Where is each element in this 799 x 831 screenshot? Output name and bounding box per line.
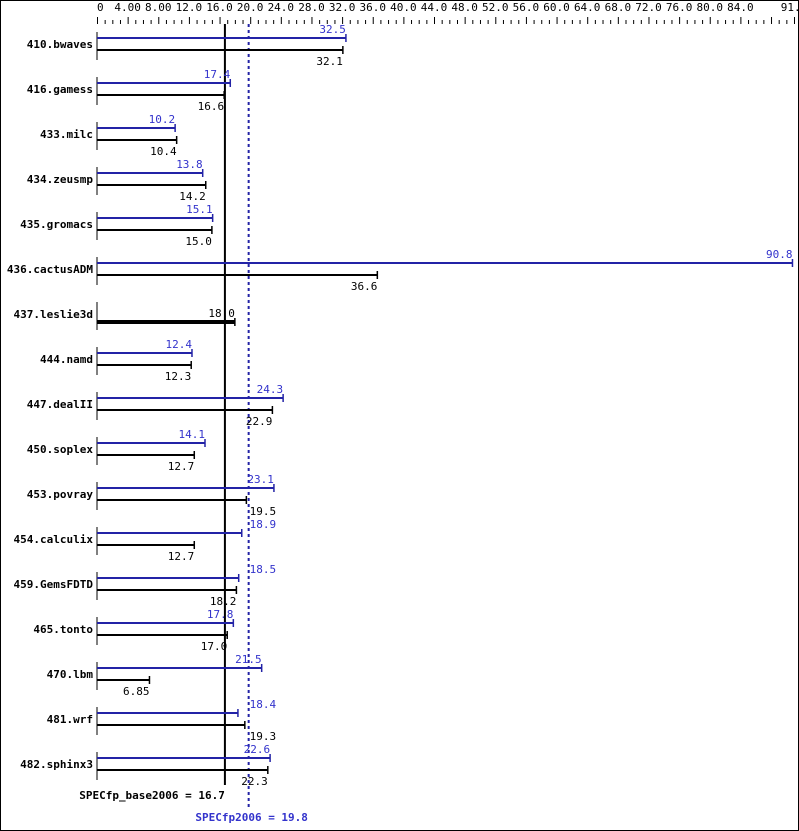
x-tick-label: 44.0 xyxy=(421,1,448,14)
benchmark-label: 435.gromacs xyxy=(20,218,93,231)
benchmark-label: 459.GemsFDTD xyxy=(14,578,94,591)
base-mean-label: SPECfp_base2006 = 16.7 xyxy=(79,789,225,802)
peak-mean-label: SPECfp2006 = 19.8 xyxy=(195,811,308,824)
peak-value-label: 90.8 xyxy=(766,248,793,261)
base-value-label: 18.2 xyxy=(210,595,237,608)
peak-value-label: 14.1 xyxy=(178,428,205,441)
base-value-label: 19.5 xyxy=(250,505,277,518)
x-tick-label: 72.0 xyxy=(635,1,662,14)
peak-value-label: 21.5 xyxy=(235,653,262,666)
peak-value-label: 15.1 xyxy=(186,203,213,216)
peak-value-label: 24.3 xyxy=(257,383,284,396)
benchmark-label: 454.calculix xyxy=(14,533,94,546)
peak-value-label: 23.1 xyxy=(247,473,274,486)
peak-value-label: 18.4 xyxy=(250,698,277,711)
base-value-label: 6.85 xyxy=(123,685,150,698)
x-tick-label: 36.0 xyxy=(359,1,386,14)
base-value-label: 36.6 xyxy=(351,280,378,293)
base-value-label: 14.2 xyxy=(179,190,206,203)
x-tick-label: 80.0 xyxy=(696,1,723,14)
x-tick-label: 4.00 xyxy=(114,1,141,14)
x-tick-label: 48.0 xyxy=(451,1,478,14)
x-tick-label: 32.0 xyxy=(329,1,356,14)
base-value-label: 17.0 xyxy=(201,640,228,653)
peak-value-label: 10.2 xyxy=(149,113,176,126)
x-tick-label: 64.0 xyxy=(574,1,601,14)
x-tick-label: 16.0 xyxy=(206,1,233,14)
peak-value-label: 18.5 xyxy=(250,563,277,576)
peak-value-label: 18.9 xyxy=(250,518,277,531)
base-value-label: 22.3 xyxy=(241,775,268,788)
benchmark-label: 437.leslie3d xyxy=(14,308,93,321)
base-value-label: 15.0 xyxy=(185,235,212,248)
peak-value-label: 32.5 xyxy=(319,23,346,36)
x-tick-label: 20.0 xyxy=(237,1,264,14)
peak-value-label: 13.8 xyxy=(176,158,203,171)
base-value-label: 19.3 xyxy=(250,730,277,743)
peak-value-label: 22.6 xyxy=(244,743,271,756)
peak-value-label: 17.4 xyxy=(204,68,231,81)
base-value-label: 32.1 xyxy=(316,55,343,68)
x-tick-label: 28.0 xyxy=(298,1,325,14)
base-value-label: 12.7 xyxy=(168,550,195,563)
benchmark-label: 453.povray xyxy=(27,488,94,501)
peak-value-label: 17.8 xyxy=(207,608,234,621)
benchmark-label: 410.bwaves xyxy=(27,38,93,51)
x-tick-label: 52.0 xyxy=(482,1,509,14)
base-value-label: 12.3 xyxy=(165,370,192,383)
base-value-label: 10.4 xyxy=(150,145,177,158)
base-value-label: 18.0 xyxy=(208,307,235,320)
benchmark-label: 482.sphinx3 xyxy=(20,758,93,771)
x-tick-label: 91.0 xyxy=(781,1,799,14)
x-tick-label: 68.0 xyxy=(605,1,632,14)
x-tick-label: 56.0 xyxy=(513,1,540,14)
benchmark-label: 470.lbm xyxy=(47,668,94,681)
x-tick-label: 60.0 xyxy=(543,1,570,14)
x-tick-label: 40.0 xyxy=(390,1,417,14)
benchmark-label: 416.gamess xyxy=(27,83,93,96)
x-tick-label: 76.0 xyxy=(666,1,693,14)
base-value-label: 12.7 xyxy=(168,460,195,473)
base-value-label: 16.6 xyxy=(198,100,225,113)
base-value-label: 22.9 xyxy=(246,415,273,428)
x-tick-label: 12.0 xyxy=(176,1,203,14)
x-tick-label: 0 xyxy=(97,1,104,14)
benchmark-label: 433.milc xyxy=(40,128,93,141)
benchmark-label: 465.tonto xyxy=(33,623,93,636)
x-tick-label: 84.0 xyxy=(727,1,754,14)
benchmark-label: 436.cactusADM xyxy=(7,263,93,276)
peak-value-label: 12.4 xyxy=(165,338,192,351)
x-tick-label: 8.00 xyxy=(145,1,172,14)
benchmark-label: 447.dealII xyxy=(27,398,93,411)
benchmark-label: 450.soplex xyxy=(27,443,94,456)
x-tick-label: 24.0 xyxy=(268,1,295,14)
benchmark-label: 444.namd xyxy=(40,353,93,366)
benchmark-label: 434.zeusmp xyxy=(27,173,94,186)
benchmark-label: 481.wrf xyxy=(47,713,93,726)
